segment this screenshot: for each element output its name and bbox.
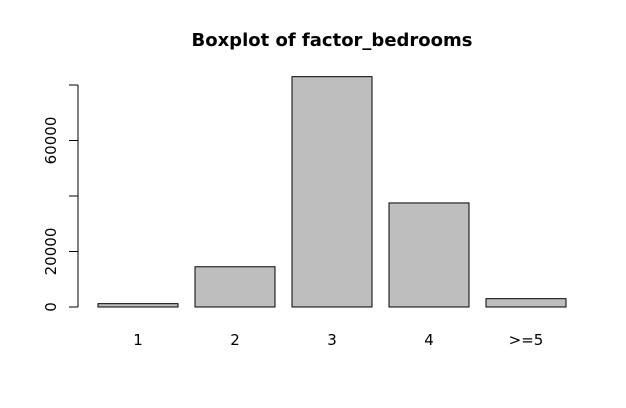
y-axis: 0 20000 60000 — [42, 84, 79, 312]
bar — [291, 76, 373, 308]
bars — [97, 76, 567, 308]
bar — [485, 298, 567, 308]
y-tick-label: 0 — [42, 302, 60, 312]
chart-title: Boxplot of factor_bedrooms — [191, 30, 472, 51]
x-tick-label: >=5 — [509, 331, 544, 349]
y-tick-label: 20000 — [42, 228, 60, 276]
x-tick-label: 2 — [230, 331, 240, 349]
x-tick-label: 1 — [133, 331, 143, 349]
x-tick-label: 3 — [327, 331, 337, 349]
bar — [388, 202, 470, 308]
bar — [194, 266, 276, 308]
bar — [97, 303, 179, 308]
x-tick-label: 4 — [424, 331, 434, 349]
y-tick-label: 60000 — [42, 117, 60, 165]
x-axis-labels: 1 2 3 4 >=5 — [133, 331, 543, 349]
